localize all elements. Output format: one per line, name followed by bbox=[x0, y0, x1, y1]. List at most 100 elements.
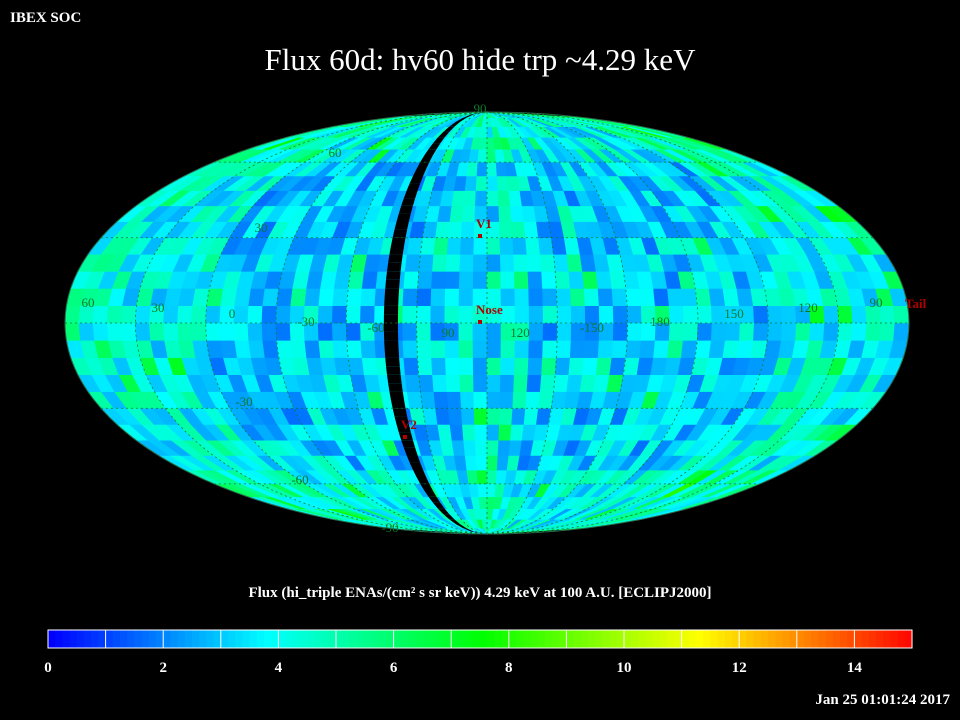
flux-cell bbox=[500, 340, 516, 358]
colorbar-segment bbox=[321, 630, 330, 648]
colorbar-segment bbox=[278, 630, 287, 648]
flux-cell bbox=[781, 305, 797, 324]
flux-cell bbox=[626, 305, 643, 324]
flux-cell bbox=[595, 357, 613, 376]
flux-cell bbox=[448, 221, 463, 239]
data-gap bbox=[384, 348, 400, 358]
flux-cell bbox=[486, 483, 497, 498]
latitude-label: -90 bbox=[381, 520, 398, 535]
data-gap bbox=[386, 366, 401, 375]
flux-cell bbox=[694, 288, 712, 306]
flux-cell bbox=[404, 254, 421, 272]
flux-cell bbox=[451, 190, 466, 207]
flux-cell bbox=[553, 254, 570, 272]
data-gap bbox=[413, 470, 427, 478]
colorbar-segment bbox=[818, 630, 827, 648]
flux-cell bbox=[416, 288, 432, 306]
colorbar-segment bbox=[883, 630, 891, 648]
flux-cell bbox=[767, 305, 783, 324]
colorbar-tick-label: 0 bbox=[44, 660, 52, 676]
flux-cell bbox=[458, 305, 474, 324]
flux-cell bbox=[696, 305, 713, 324]
data-gap bbox=[386, 262, 402, 272]
data-gap bbox=[443, 514, 455, 520]
flux-cell bbox=[478, 496, 488, 509]
flux-cell bbox=[120, 305, 137, 324]
flux-cell bbox=[478, 137, 488, 150]
flux-cell bbox=[639, 340, 656, 358]
flux-cell bbox=[445, 374, 461, 392]
data-gap bbox=[420, 155, 433, 163]
colorbar-segment bbox=[48, 630, 56, 648]
flux-cell bbox=[499, 254, 515, 272]
flux-cell bbox=[445, 357, 461, 376]
data-gap bbox=[416, 477, 430, 484]
flux-cell bbox=[486, 237, 501, 255]
flux-cell bbox=[499, 391, 514, 409]
colorbar-segment bbox=[220, 630, 229, 648]
flux-cell bbox=[191, 305, 207, 324]
flux-cell bbox=[433, 237, 449, 255]
flux-cell bbox=[512, 391, 528, 409]
flux-cell bbox=[234, 340, 252, 358]
colorbar-segment bbox=[393, 630, 402, 648]
marker-label-tail: Tail bbox=[905, 296, 927, 311]
colorbar-segment bbox=[213, 630, 222, 648]
flux-cell bbox=[597, 340, 614, 358]
data-gap bbox=[383, 314, 398, 323]
colorbar-segment bbox=[328, 630, 337, 648]
flux-cell bbox=[416, 322, 432, 341]
flux-cell bbox=[460, 391, 475, 409]
flux-cell bbox=[403, 357, 420, 376]
flux-cell bbox=[404, 374, 421, 392]
colorbar-segment bbox=[602, 630, 611, 648]
data-gap bbox=[394, 221, 409, 230]
flux-cell bbox=[474, 424, 488, 441]
flux-cell bbox=[360, 340, 377, 358]
flux-cell bbox=[248, 288, 266, 306]
flux-cell bbox=[795, 322, 811, 341]
flux-cell bbox=[290, 288, 307, 306]
flux-cell bbox=[569, 340, 586, 358]
colorbar-segment bbox=[508, 630, 517, 648]
flux-cell bbox=[512, 237, 528, 255]
colorbar-title: Flux (hi_triple ENAs/(cm² s sr keV)) 4.2… bbox=[248, 585, 712, 601]
data-gap bbox=[383, 331, 399, 341]
flux-cell bbox=[511, 407, 526, 425]
colorbar-segment bbox=[336, 630, 344, 648]
colorbar-segment bbox=[444, 630, 452, 648]
flux-cell bbox=[514, 340, 530, 358]
longitude-line bbox=[486, 111, 840, 535]
flux-cell bbox=[486, 190, 500, 207]
colorbar-segment bbox=[206, 630, 215, 648]
flux-cell bbox=[275, 305, 292, 324]
colorbar-segment bbox=[804, 630, 812, 648]
flux-cell bbox=[837, 322, 854, 341]
flux-cell bbox=[523, 407, 539, 425]
flux-cell bbox=[486, 340, 502, 358]
longitude-label: 90 bbox=[870, 295, 883, 310]
colorbar-segment bbox=[674, 630, 683, 648]
flux-cell bbox=[500, 305, 516, 324]
flux-cell bbox=[556, 305, 572, 324]
colorbar-segment bbox=[703, 630, 711, 648]
data-gap bbox=[396, 424, 411, 433]
flux-cell bbox=[528, 340, 544, 358]
flux-cell bbox=[402, 305, 418, 324]
flux-cell bbox=[696, 322, 713, 341]
flux-cell bbox=[653, 288, 670, 306]
colorbar-segment bbox=[91, 630, 99, 648]
flux-cell bbox=[459, 374, 475, 392]
colorbar-segment bbox=[832, 630, 841, 648]
colorbar-tick-label: 4 bbox=[274, 660, 283, 676]
colorbar-segment bbox=[112, 630, 121, 648]
colorbar-segment bbox=[782, 630, 791, 648]
flux-cell bbox=[553, 374, 570, 392]
flux-cell bbox=[402, 322, 418, 341]
longitude-line bbox=[486, 111, 558, 535]
colorbar-segment bbox=[62, 630, 71, 648]
colorbar-segment bbox=[285, 630, 294, 648]
flux-cell bbox=[417, 357, 433, 376]
data-gap bbox=[416, 162, 430, 169]
colorbar-segment bbox=[314, 630, 323, 648]
